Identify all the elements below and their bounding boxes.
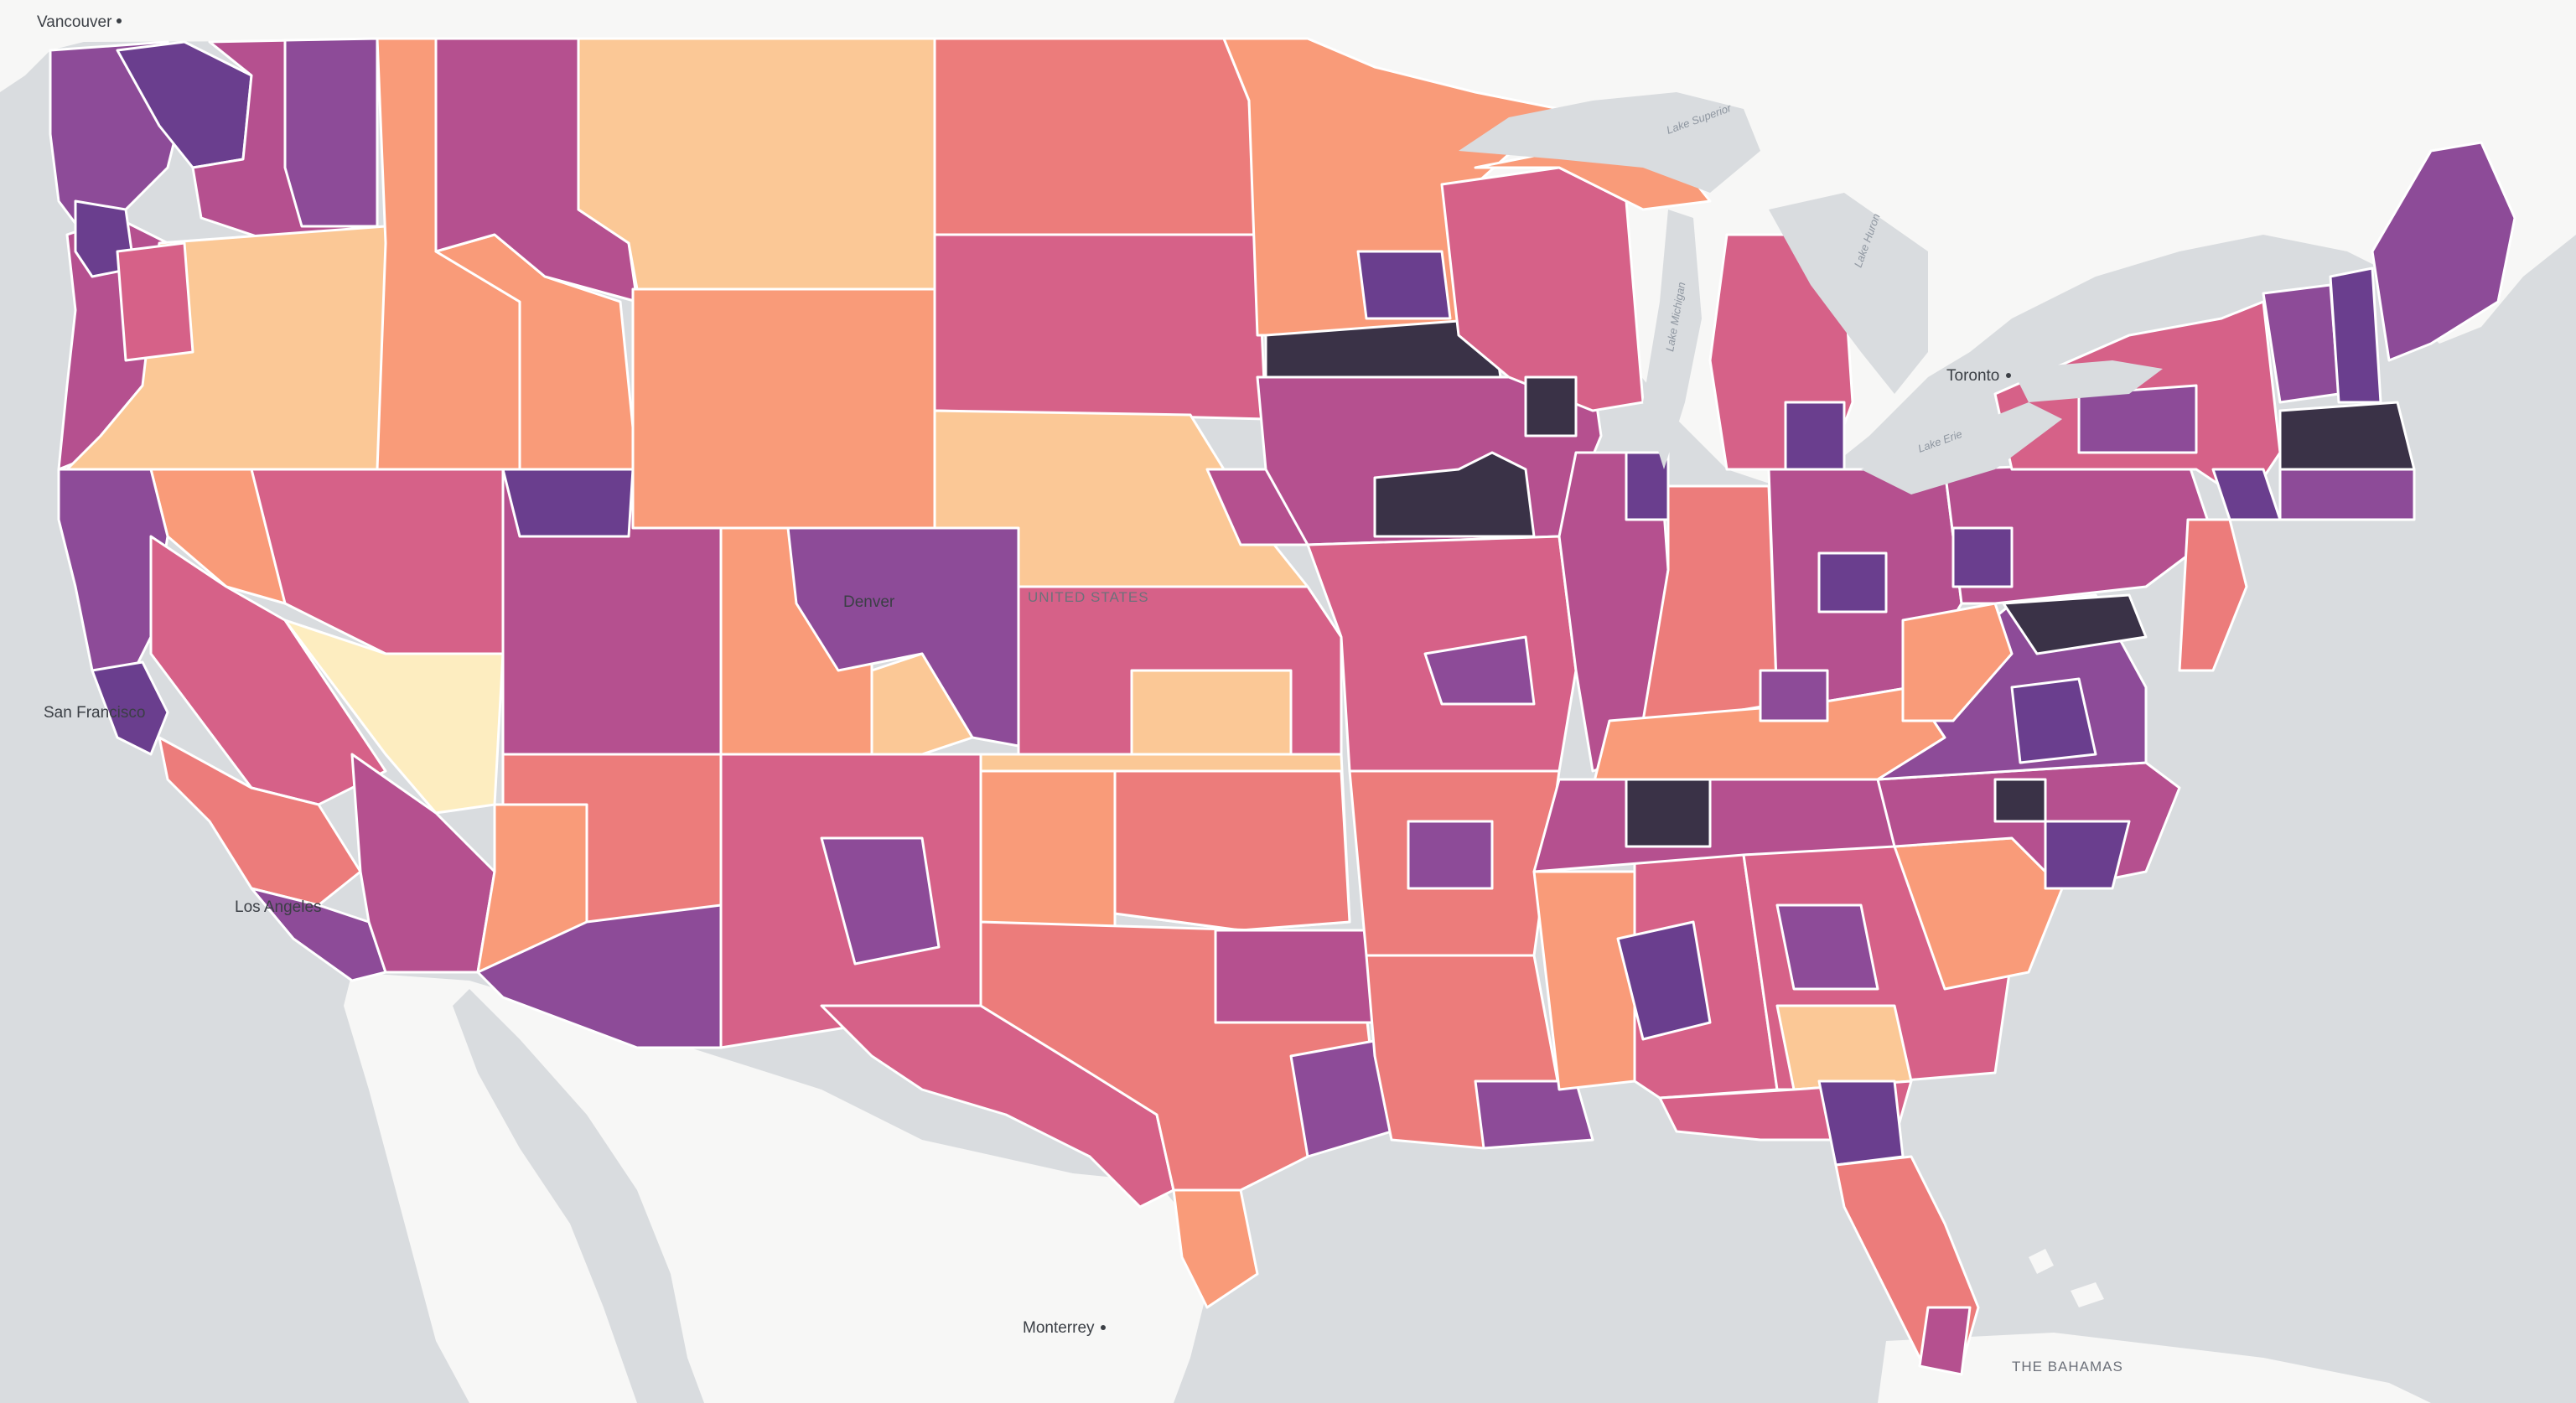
district-ct-ri[interactable] bbox=[2278, 468, 2416, 521]
district-va-central[interactable] bbox=[2010, 677, 2097, 764]
district-ga-atlanta[interactable] bbox=[1775, 903, 1879, 991]
district-tx-south[interactable] bbox=[1172, 1188, 1259, 1309]
city-label-los-angeles: Los Angeles bbox=[235, 898, 322, 916]
district-ok-east[interactable] bbox=[1113, 769, 1351, 932]
district-pa-pittsburgh[interactable] bbox=[1951, 526, 2014, 588]
district-ca-valley[interactable] bbox=[149, 535, 387, 806]
district-me[interactable] bbox=[2371, 141, 2516, 362]
district-ia-east[interactable] bbox=[1373, 451, 1536, 538]
district-md[interactable] bbox=[2002, 593, 2148, 655]
district-nj[interactable] bbox=[2178, 518, 2248, 672]
district-ny-upstate[interactable] bbox=[2077, 384, 2198, 454]
district-wa-spokane[interactable] bbox=[283, 37, 379, 228]
district-wy[interactable] bbox=[631, 287, 936, 530]
bahamas-islands bbox=[2029, 1249, 2104, 1307]
district-co-east[interactable] bbox=[870, 652, 974, 756]
district-nh[interactable] bbox=[2329, 267, 2382, 404]
country-label-united-states: UNITED STATES bbox=[1028, 589, 1149, 605]
district-nc-east[interactable] bbox=[2044, 820, 2131, 890]
district-fl-miami[interactable] bbox=[1918, 1306, 1972, 1376]
us-districts[interactable] bbox=[49, 37, 2516, 1376]
city-label-vancouver: Vancouver bbox=[37, 13, 112, 31]
district-ks-1[interactable] bbox=[1130, 669, 1293, 756]
district-ca-south-desert[interactable] bbox=[350, 753, 496, 974]
district-ga-south[interactable] bbox=[1775, 1004, 1913, 1091]
city-dot-vancouver bbox=[117, 18, 122, 23]
district-nc-triangle[interactable] bbox=[1993, 778, 2047, 823]
lake-erie bbox=[1861, 402, 2062, 494]
city-label-monterrey: Monterrey bbox=[1023, 1319, 1095, 1337]
city-dot-monterrey bbox=[1101, 1325, 1106, 1330]
district-mi-detroit[interactable] bbox=[1784, 401, 1846, 471]
district-tx-dallas[interactable] bbox=[1214, 929, 1376, 1024]
district-nm-albuquerque[interactable] bbox=[820, 836, 941, 966]
canada-land bbox=[0, 0, 2576, 486]
district-ut-slc[interactable] bbox=[501, 468, 635, 538]
district-ma[interactable] bbox=[2278, 401, 2416, 471]
district-sd[interactable] bbox=[933, 233, 1267, 421]
district-ca-bay[interactable] bbox=[91, 660, 169, 756]
district-wi-madison[interactable] bbox=[1524, 375, 1578, 437]
district-wv[interactable] bbox=[1901, 602, 2014, 722]
district-mo-stl[interactable] bbox=[1423, 635, 1536, 706]
district-ky-lexington[interactable] bbox=[1759, 669, 1829, 722]
cuba-land bbox=[1878, 1333, 2431, 1403]
district-or-central[interactable] bbox=[116, 241, 194, 362]
district-la-no[interactable] bbox=[1474, 1079, 1594, 1150]
lake-huron bbox=[1769, 193, 1928, 394]
district-mt-east[interactable] bbox=[577, 37, 936, 291]
city-dot-toronto bbox=[2006, 373, 2011, 378]
country-label-bahamas: THE BAHAMAS bbox=[2012, 1359, 2123, 1375]
city-label-denver: Denver bbox=[843, 593, 895, 611]
district-nd[interactable] bbox=[933, 37, 1259, 236]
district-ar-central[interactable] bbox=[1407, 820, 1494, 890]
district-mn-metro[interactable] bbox=[1356, 250, 1452, 320]
district-tn-nashville[interactable] bbox=[1625, 778, 1712, 848]
gulf-of-california bbox=[453, 989, 704, 1403]
city-label-toronto: Toronto bbox=[1946, 367, 1999, 385]
mexico-land bbox=[344, 972, 1207, 1403]
district-al-black-belt[interactable] bbox=[1616, 920, 1712, 1041]
great-lakes bbox=[1459, 92, 2163, 494]
lake-superior bbox=[1459, 92, 1760, 193]
city-label-san-francisco: San Francisco bbox=[44, 704, 145, 722]
district-oh-columbus[interactable] bbox=[1817, 551, 1888, 613]
lake-michigan bbox=[1643, 210, 1702, 469]
lake-ontario bbox=[2012, 360, 2163, 402]
